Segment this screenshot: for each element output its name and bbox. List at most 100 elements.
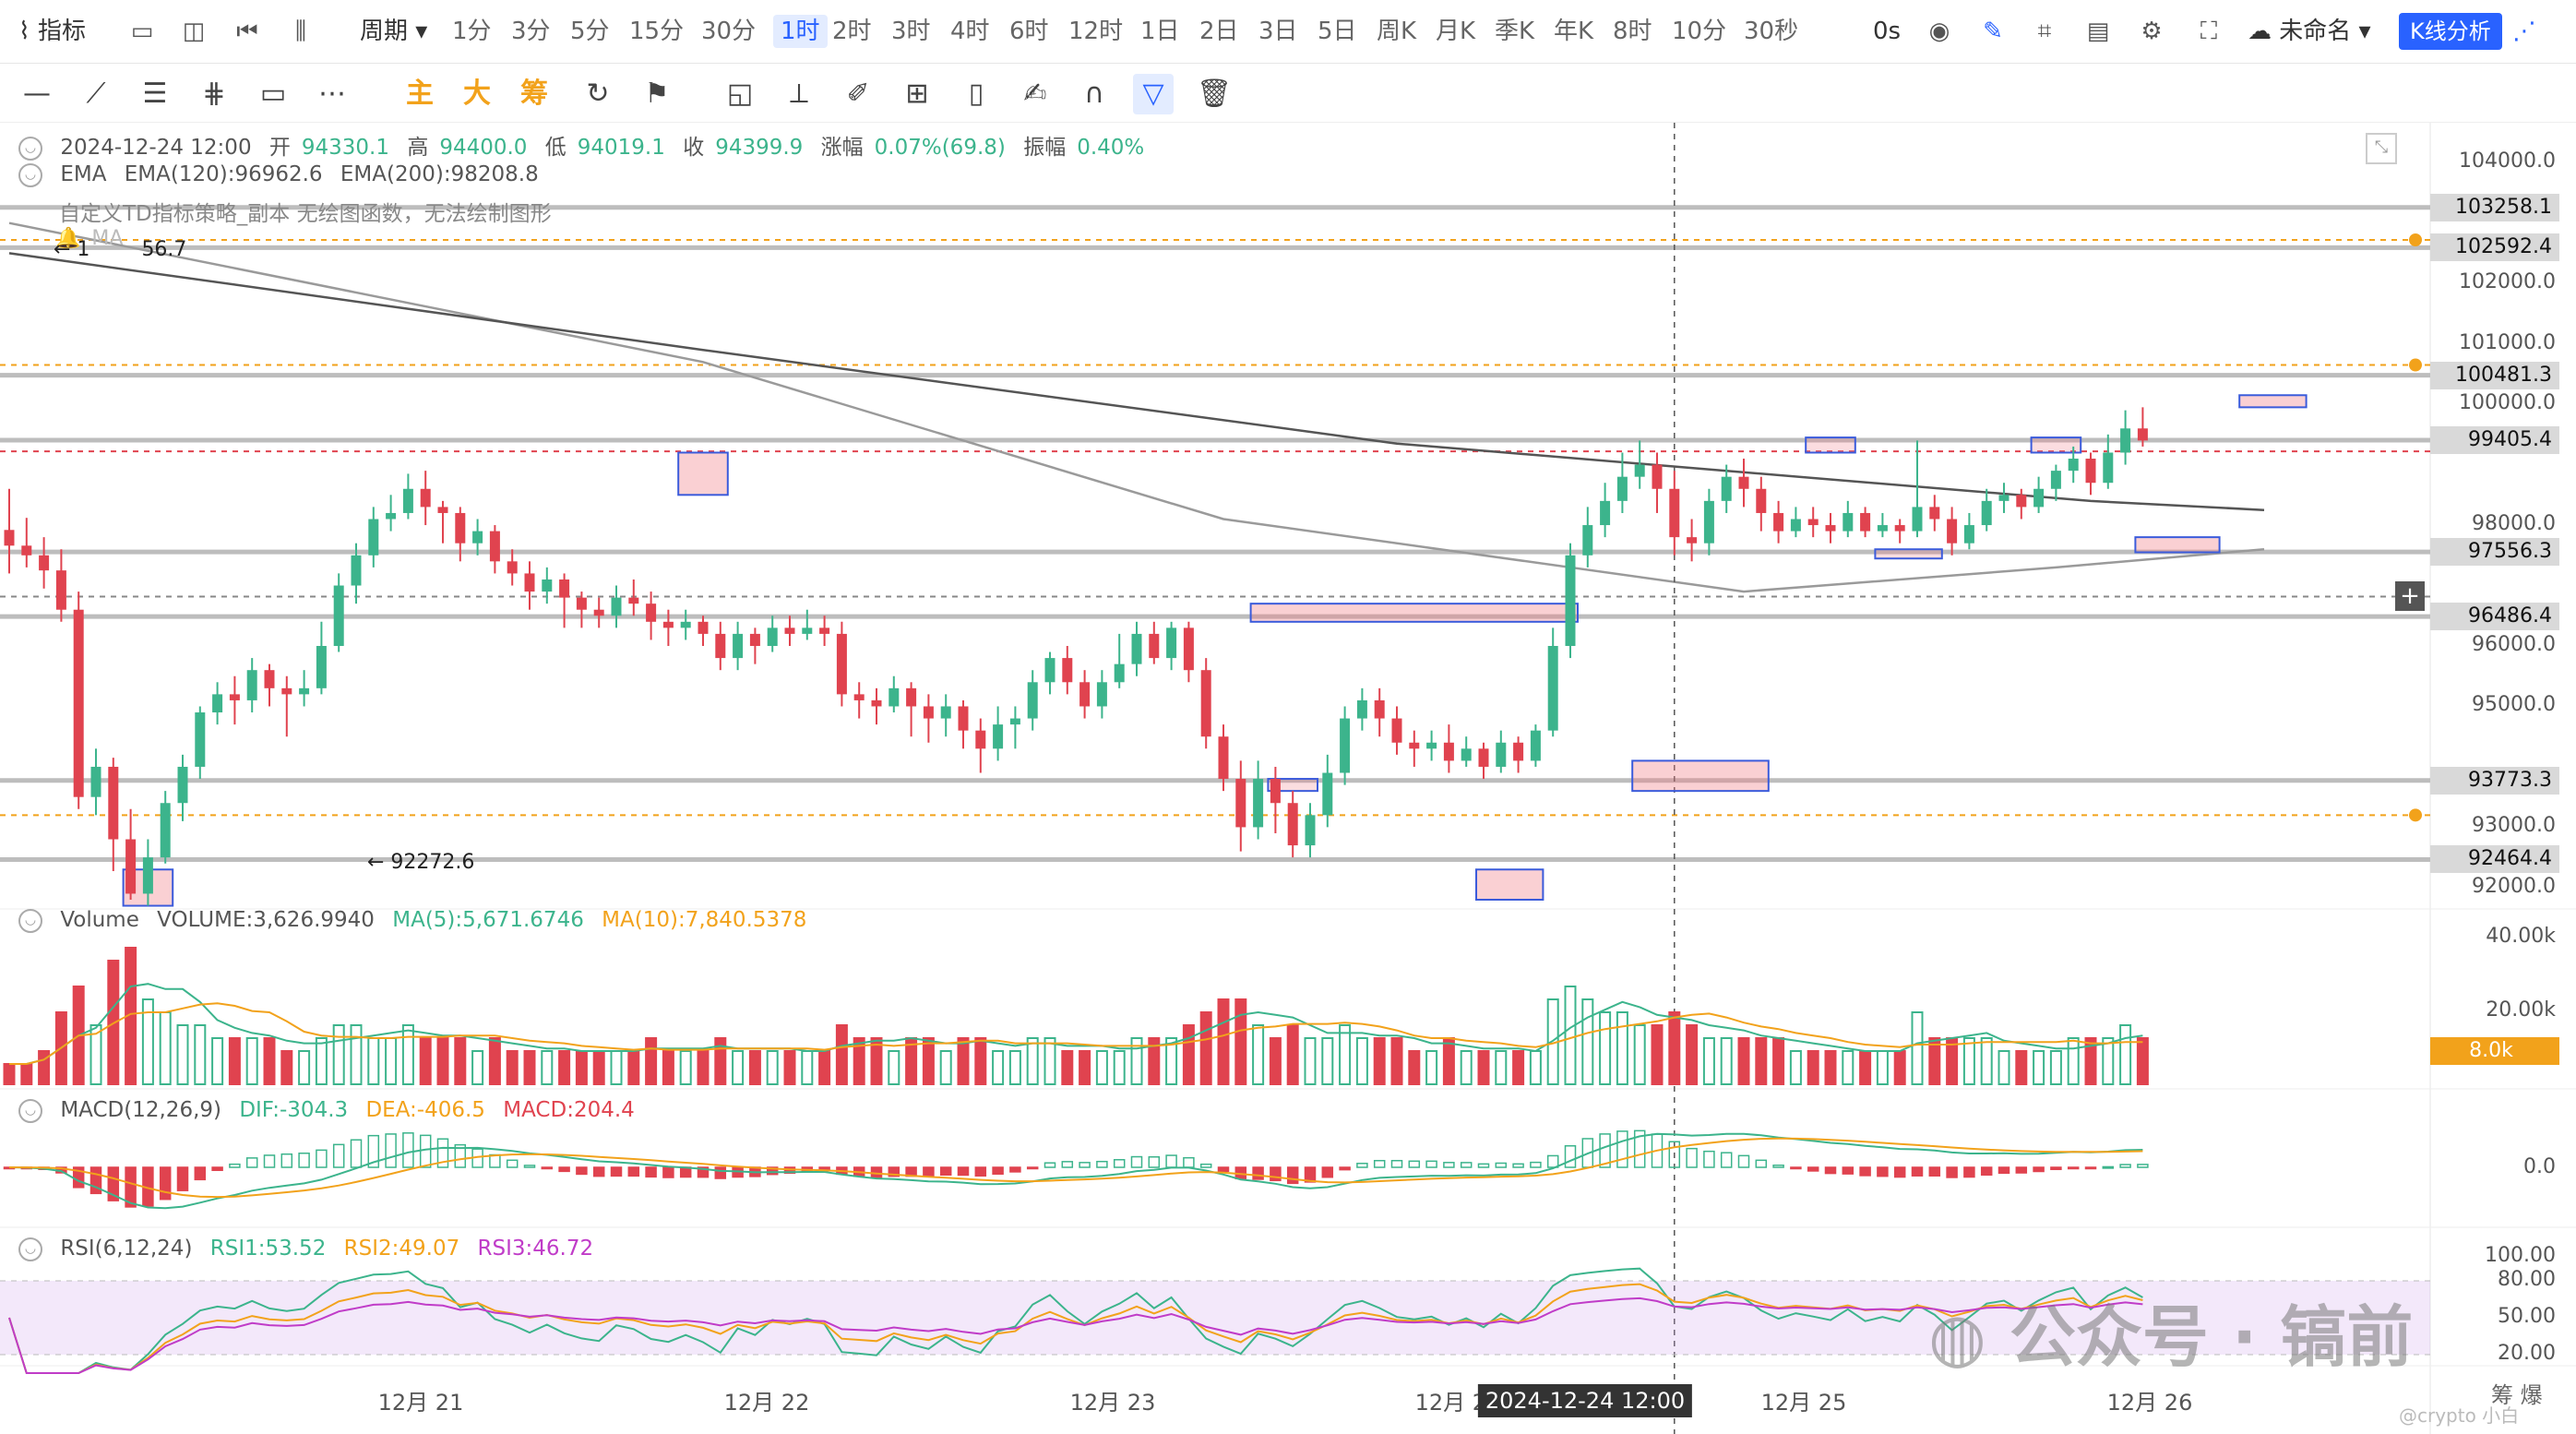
level-price-tag[interactable]: 97556.3 — [2430, 538, 2559, 567]
template-icon[interactable]: ▤ — [2086, 18, 2110, 45]
level-price-tag[interactable]: 93773.3 — [2430, 766, 2559, 795]
candle-type-icon[interactable]: ⫼ — [295, 18, 306, 45]
dif-line — [8, 1132, 2143, 1210]
candle-body — [1652, 464, 1663, 489]
timeframe-17[interactable]: 季K — [1495, 18, 1535, 45]
watermark: ◍ 公众号 · 镐前 — [1928, 1298, 2414, 1376]
trend-line-icon[interactable]: ⟋ — [86, 78, 106, 110]
macd-bar — [1616, 1130, 1628, 1168]
channel-icon[interactable]: ⋕ — [202, 78, 226, 110]
timeframe-1[interactable]: 3分 — [511, 18, 551, 45]
layout-icon[interactable]: ◫ — [182, 18, 206, 45]
timeframe-14[interactable]: 5日 — [1318, 18, 1357, 45]
candle-body — [784, 627, 795, 634]
ruler-icon[interactable]: ⟂ — [789, 78, 808, 110]
gear-icon[interactable]: ⚙ — [2141, 18, 2163, 45]
price-tick: 101000.0 — [2459, 330, 2556, 354]
add-alert-plus-icon[interactable]: + — [2395, 581, 2425, 611]
select-icon[interactable]: ◱ — [726, 78, 754, 110]
trash-icon[interactable]: 🗑 — [1196, 78, 1233, 110]
main-force-label[interactable]: 主 — [406, 78, 434, 110]
timeframe-3[interactable]: 15分 — [629, 18, 685, 45]
level-price-tag[interactable]: 100481.3 — [2430, 361, 2559, 389]
eye-icon[interactable]: ◡ — [18, 1098, 42, 1123]
timeframe-2[interactable]: 5分 — [570, 18, 610, 45]
volume-bar — [1495, 1050, 1508, 1085]
brush-icon[interactable]: ✐ — [846, 78, 870, 110]
candle-body — [1374, 699, 1385, 719]
timeframe-11[interactable]: 1日 — [1140, 18, 1180, 45]
share-icon[interactable]: ⋰ — [2512, 18, 2536, 45]
rectangle-icon[interactable]: ▭ — [259, 78, 287, 110]
timeframe-0[interactable]: 1分 — [452, 18, 492, 45]
indicator-button[interactable]: ⌇ 指标 — [18, 18, 86, 45]
zone-box — [1805, 436, 1856, 454]
eye-icon[interactable]: ◡ — [18, 1237, 42, 1261]
candle-body — [1773, 512, 1784, 532]
fib-icon[interactable]: ☰ — [142, 78, 168, 110]
timeframe-9[interactable]: 6时 — [1009, 18, 1049, 45]
level-price-tag[interactable]: 103258.1 — [2430, 193, 2559, 221]
timeframe-4[interactable]: 30分 — [701, 18, 757, 45]
kline-chart[interactable] — [0, 123, 2576, 1434]
candle-body — [142, 857, 153, 894]
chip-label[interactable]: 筹 — [520, 78, 548, 110]
timeframe-15[interactable]: 周K — [1377, 18, 1417, 45]
timeframe-18[interactable]: 年K — [1554, 18, 1594, 45]
timeframe-5[interactable]: 1时 — [773, 15, 828, 48]
macd-bar — [2050, 1166, 2062, 1171]
calendar-icon[interactable]: ▭ — [130, 18, 154, 45]
timeframe-7[interactable]: 3时 — [891, 18, 931, 45]
volume-bar — [454, 1037, 467, 1085]
eye-icon[interactable]: ◡ — [18, 136, 42, 161]
camera-icon[interactable]: ◉ — [1928, 18, 1950, 45]
pencil-icon[interactable]: ✎ — [1983, 18, 2003, 45]
timeframe-10[interactable]: 12时 — [1068, 18, 1124, 45]
volume-bar — [2102, 1037, 2115, 1085]
macd-bar — [107, 1166, 120, 1201]
timeframe-19[interactable]: 8时 — [1613, 18, 1652, 45]
timeframe-6[interactable]: 2时 — [832, 18, 872, 45]
level-price-tag[interactable]: 99405.4 — [2430, 426, 2559, 455]
macd-bar — [541, 1166, 554, 1170]
lock-icon[interactable]: ▯ — [968, 78, 984, 110]
layout-name-dropdown[interactable]: ☁ 未命名 ▾ — [2248, 18, 2371, 45]
candle-body — [39, 555, 50, 571]
replay-icon[interactable]: ⏮ — [236, 18, 258, 45]
macd-bar — [245, 1157, 258, 1168]
macd-bar — [1252, 1166, 1264, 1180]
macd-bar — [454, 1143, 467, 1168]
kline-analysis-button[interactable]: K线分析 — [2399, 13, 2502, 50]
big-order-label[interactable]: 大 — [463, 78, 491, 110]
macd-bar — [1633, 1129, 1646, 1168]
horizontal-line-icon[interactable]: — — [23, 78, 51, 110]
level-price-tag[interactable]: 96486.4 — [2430, 603, 2559, 631]
filter-icon[interactable]: ▽ — [1133, 74, 1174, 114]
timeframe-12[interactable]: 2日 — [1199, 18, 1239, 45]
timeframe-21[interactable]: 30秒 — [1744, 18, 1799, 45]
more-icon[interactable]: ⋯ — [318, 78, 346, 110]
note-icon[interactable]: ✍ — [1023, 78, 1047, 110]
timeframe-20[interactable]: 10分 — [1672, 18, 1727, 45]
magnet-icon[interactable]: ∩ — [1084, 78, 1104, 110]
eye-icon[interactable]: ◡ — [18, 162, 42, 187]
open-label: 开 — [268, 136, 291, 160]
candle-body — [662, 621, 674, 628]
level-price-tag[interactable]: 92464.4 — [2430, 845, 2559, 874]
timeframe-8[interactable]: 4时 — [950, 18, 990, 45]
pattern-icon[interactable]: ⊞ — [905, 78, 929, 110]
formula-icon[interactable]: ↻ — [586, 78, 610, 110]
crop-icon[interactable]: ⌗ — [2037, 18, 2052, 45]
period-dropdown[interactable]: 周期 ▾ — [360, 18, 428, 45]
macd-bar — [888, 1166, 900, 1177]
macd-bar — [1772, 1165, 1784, 1168]
strategy-icon[interactable]: ⚑ — [644, 78, 670, 110]
volume-bar — [1928, 1037, 1941, 1085]
expand-icon[interactable]: ⤡ — [2366, 133, 2397, 164]
macd-name: MACD(12,26,9) — [60, 1098, 221, 1122]
fullscreen-icon[interactable]: ⛶ — [2200, 18, 2218, 45]
timeframe-16[interactable]: 月K — [1436, 18, 1476, 45]
eye-icon[interactable]: ◡ — [18, 908, 42, 933]
timeframe-13[interactable]: 3日 — [1258, 18, 1298, 45]
level-price-tag[interactable]: 102592.4 — [2430, 233, 2559, 262]
